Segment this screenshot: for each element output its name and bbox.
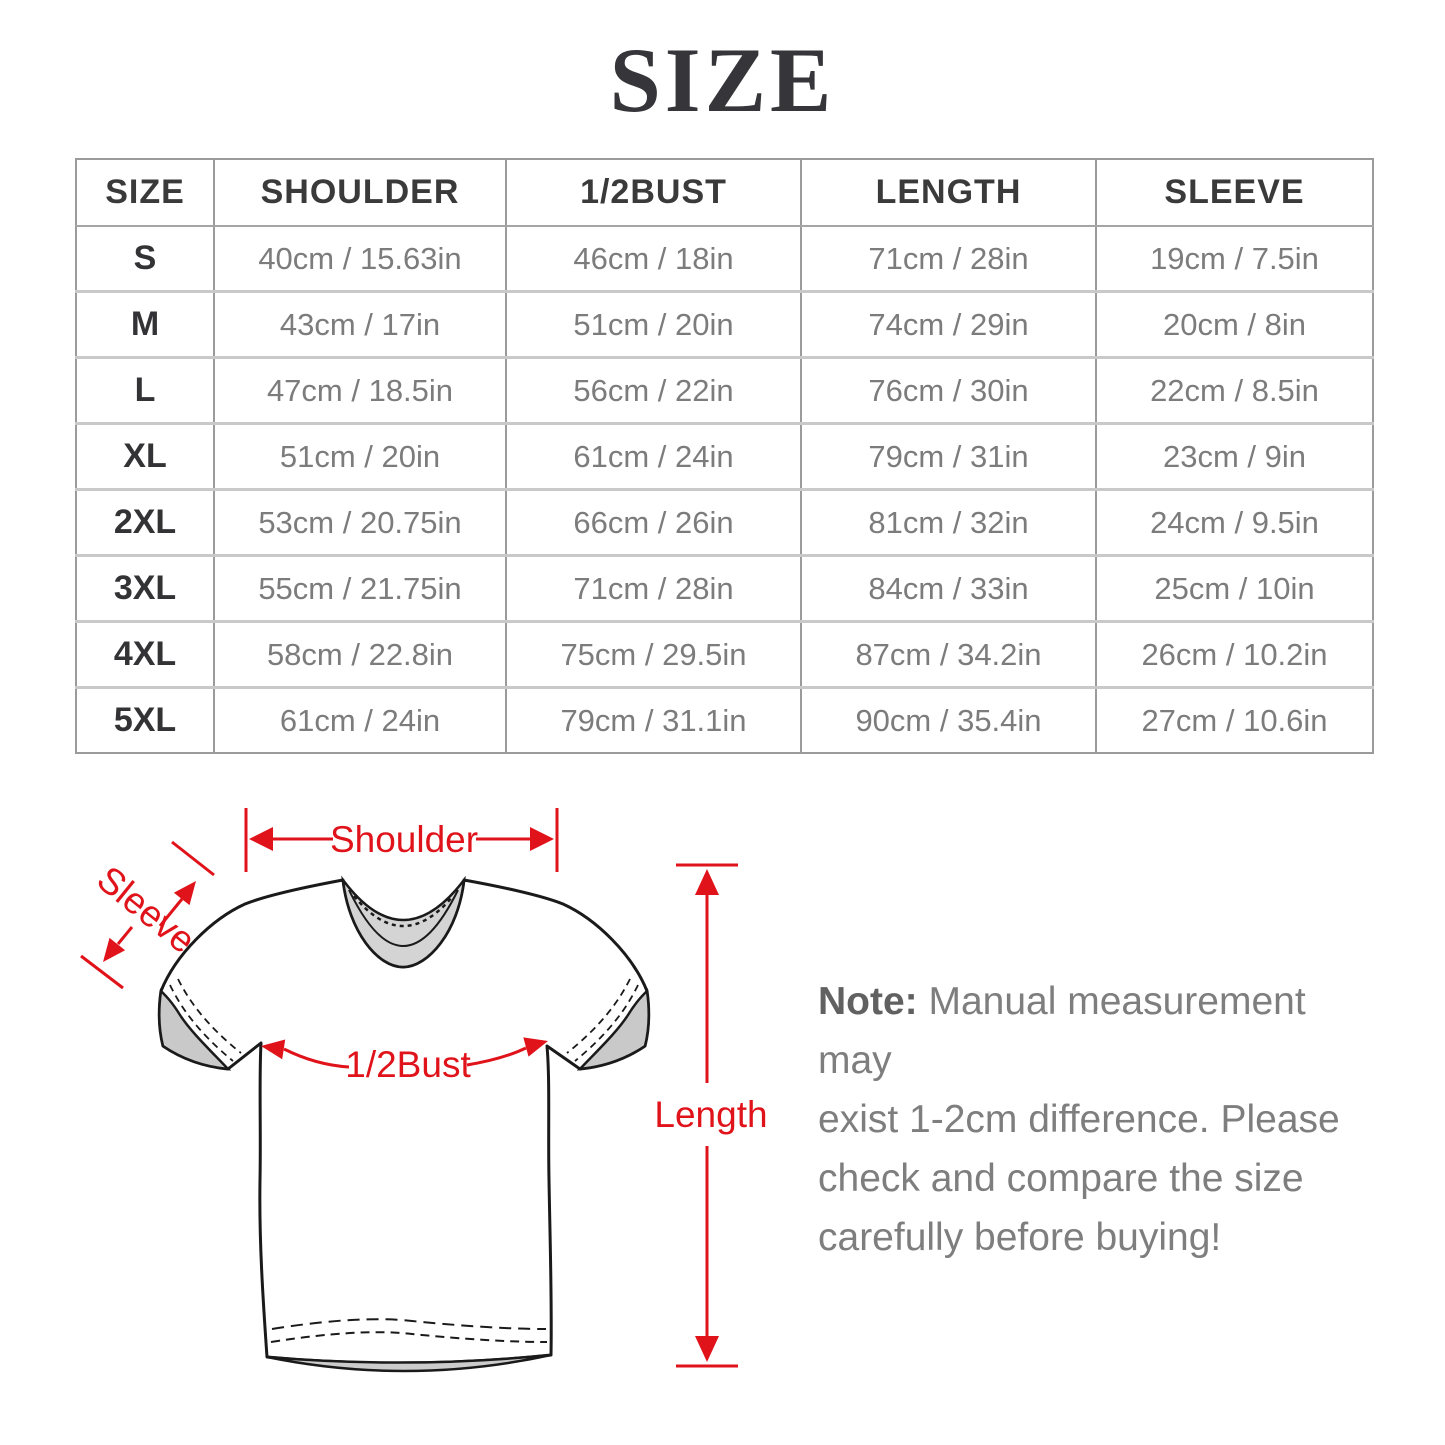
tshirt-outline (157, 875, 651, 1373)
note-line: carefully before buying! (818, 1216, 1222, 1259)
measurement-cell-sleeve: 26cm / 10.2in (1095, 620, 1374, 688)
measurement-cell-length: 79cm / 31in (800, 422, 1097, 490)
length-label: Length (654, 1094, 767, 1135)
measurement-cell-bust: 61cm / 24in (505, 422, 802, 490)
note-label: Note: (818, 980, 918, 1023)
measurement-cell-shoulder: 40cm / 15.63in (213, 226, 507, 292)
bust-dimension: 1/2Bust (261, 1037, 548, 1085)
size-label-cell: 3XL (75, 554, 215, 622)
measurement-cell-sleeve: 22cm / 8.5in (1095, 356, 1374, 424)
measurement-cell-length: 76cm / 30in (800, 356, 1097, 424)
measurement-cell-length: 71cm / 28in (800, 226, 1097, 292)
size-table: SIZE SHOULDER 1/2BUST LENGTH SLEEVE S 40cm / … (75, 158, 1374, 754)
measurement-cell-sleeve: 25cm / 10in (1095, 554, 1374, 622)
table-row-l: L 47cm / 18.5in 56cm / 22in 76cm / 30in 22cm… (75, 356, 1374, 424)
measurement-cell-bust: 66cm / 26in (505, 488, 802, 556)
hem (266, 1353, 552, 1373)
note-line: check and compare the size (818, 1157, 1304, 1200)
table-row-3xl: 3XL 55cm / 21.75in 71cm / 28in 84cm / 33in 2… (75, 554, 1374, 622)
table-row-s: S 40cm / 15.63in 46cm / 18in 71cm / 28in 19c… (75, 226, 1374, 292)
column-header-1-2bust: 1/2BUST (505, 158, 802, 227)
table-row-2xl: 2XL 53cm / 20.75in 66cm / 26in 81cm / 32in 2… (75, 488, 1374, 556)
measurement-cell-shoulder: 58cm / 22.8in (213, 620, 507, 688)
measurement-cell-shoulder: 55cm / 21.75in (213, 554, 507, 622)
measurement-cell-sleeve: 24cm / 9.5in (1095, 488, 1374, 556)
sleeve-label: Sleeve (89, 858, 203, 961)
measurement-cell-bust: 56cm / 22in (505, 356, 802, 424)
measurement-cell-sleeve: 19cm / 7.5in (1095, 226, 1374, 292)
table-row-5xl: 5XL 61cm / 24in 79cm / 31.1in 90cm / 35.4in… (75, 686, 1374, 754)
shoulder-label: Shoulder (330, 819, 478, 860)
measurement-cell-bust: 51cm / 20in (505, 290, 802, 358)
note-line: exist 1-2cm difference. Please (818, 1098, 1340, 1141)
measurement-cell-shoulder: 51cm / 20in (213, 422, 507, 490)
measurement-cell-bust: 46cm / 18in (505, 226, 802, 292)
measurement-cell-length: 74cm / 29in (800, 290, 1097, 358)
note-text: Note: Manual measurement may exist 1-2cm… (818, 972, 1358, 1267)
measurement-cell-shoulder: 47cm / 18.5in (213, 356, 507, 424)
column-header-size: SIZE (75, 158, 215, 227)
column-header-sleeve: SLEEVE (1095, 158, 1374, 227)
tshirt-diagram: Shoulder Sleeve 1/2Bust (80, 808, 768, 1373)
measurement-cell-shoulder: 53cm / 20.75in (213, 488, 507, 556)
table-row-m: M 43cm / 17in 51cm / 20in 74cm / 29in 20cm /… (75, 290, 1374, 358)
size-label-cell: 4XL (75, 620, 215, 688)
measurement-cell-length: 84cm / 33in (800, 554, 1097, 622)
measurement-cell-shoulder: 61cm / 24in (213, 686, 507, 754)
note-line: Note: Manual measurement may (818, 980, 1306, 1082)
measurement-cell-length: 90cm / 35.4in (800, 686, 1097, 754)
measurement-cell-length: 87cm / 34.2in (800, 620, 1097, 688)
measurement-cell-sleeve: 27cm / 10.6in (1095, 686, 1374, 754)
size-label-cell: M (75, 290, 215, 358)
column-header-shoulder: SHOULDER (213, 158, 507, 227)
bust-label: 1/2Bust (345, 1044, 471, 1085)
measurement-cell-length: 81cm / 32in (800, 488, 1097, 556)
size-label-cell: S (75, 226, 215, 292)
length-dimension: Length (654, 863, 768, 1368)
page-title: SIZE (609, 29, 836, 131)
shoulder-dimension: Shoulder (244, 808, 559, 872)
left-cuff (158, 988, 232, 1071)
size-label-cell: XL (75, 422, 215, 490)
measurement-cell-bust: 75cm / 29.5in (505, 620, 802, 688)
measurement-cell-sleeve: 23cm / 9in (1095, 422, 1374, 490)
measurement-cell-shoulder: 43cm / 17in (213, 290, 507, 358)
size-label-cell: 5XL (75, 686, 215, 754)
collar-band (341, 875, 466, 969)
measurement-cell-sleeve: 20cm / 8in (1095, 290, 1374, 358)
size-label-cell: L (75, 356, 215, 424)
measurement-cell-bust: 79cm / 31.1in (505, 686, 802, 754)
table-row-4xl: 4XL 58cm / 22.8in 75cm / 29.5in 87cm / 34.2… (75, 620, 1374, 688)
table-header-row: SIZE SHOULDER 1/2BUST LENGTH SLEEVE (75, 158, 1374, 227)
table-row-xl: XL 51cm / 20in 61cm / 24in 79cm / 31in 23cm … (75, 422, 1374, 490)
column-header-length: LENGTH (800, 158, 1097, 227)
right-cuff (576, 988, 650, 1071)
measurement-cell-bust: 71cm / 28in (505, 554, 802, 622)
size-label-cell: 2XL (75, 488, 215, 556)
